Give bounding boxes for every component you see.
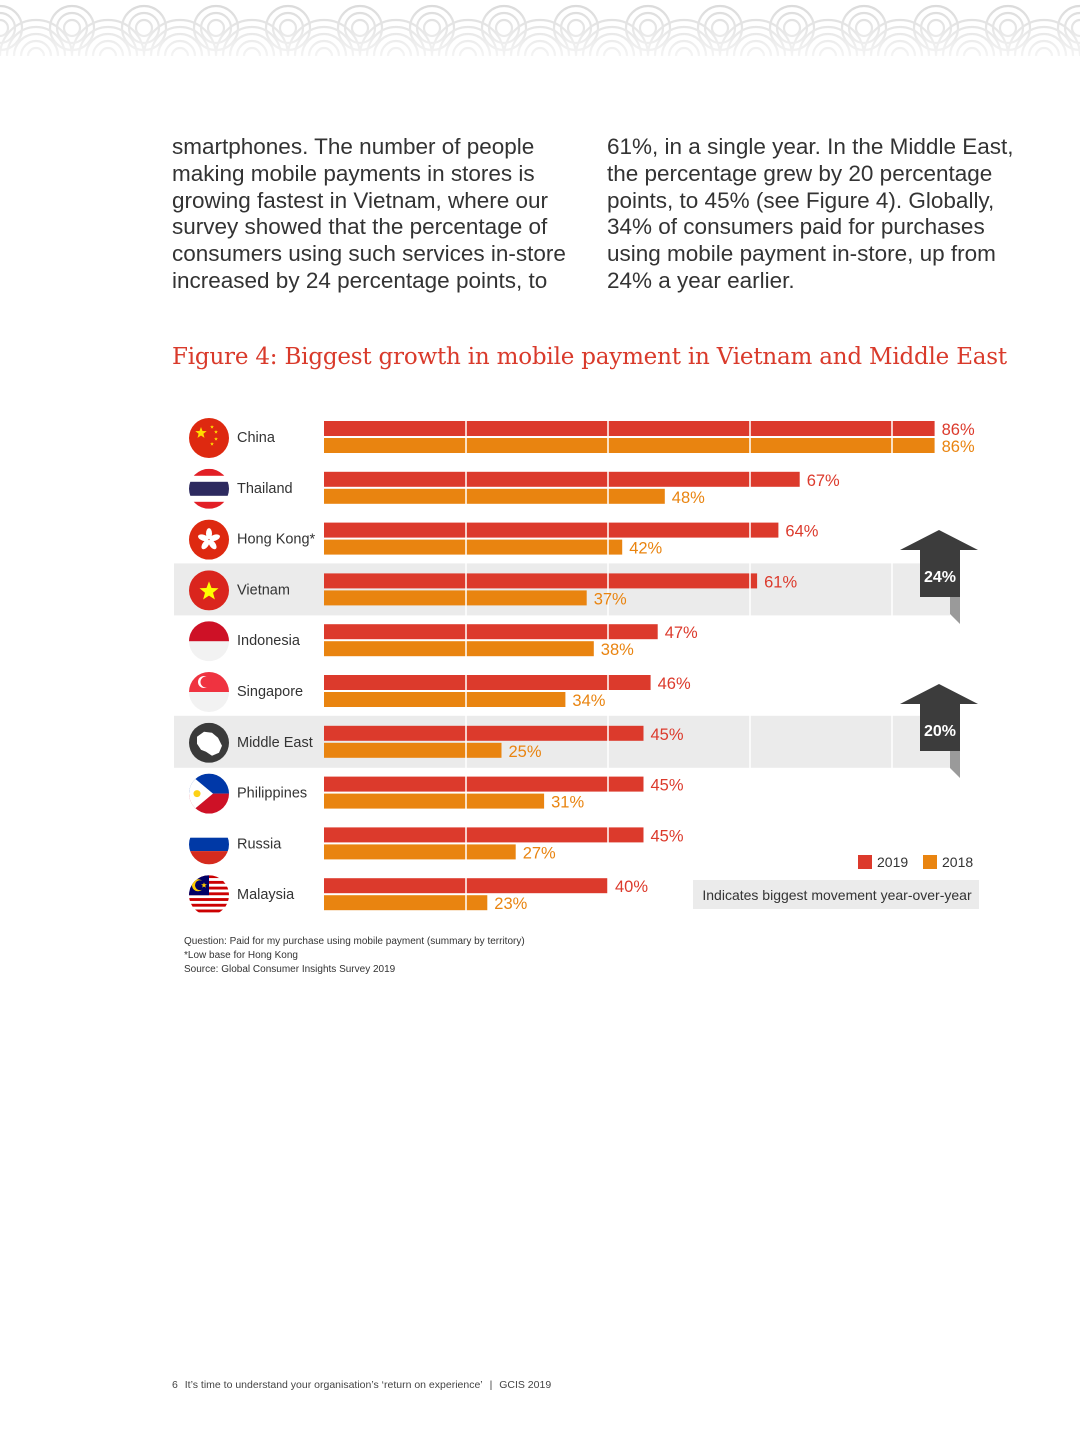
bar-2019 bbox=[324, 624, 658, 640]
body-line: survey showed that the percentage of bbox=[172, 214, 548, 240]
source-note: Source: Global Consumer Insights Survey … bbox=[184, 964, 396, 975]
data-label-2019: 45% bbox=[651, 726, 684, 744]
bar-2018 bbox=[324, 641, 594, 657]
bar-2019 bbox=[324, 522, 779, 538]
bar-2018 bbox=[324, 742, 502, 758]
data-label-2018: 23% bbox=[494, 895, 527, 913]
bar-2019 bbox=[324, 827, 644, 843]
body-line: 24% a year earlier. bbox=[607, 267, 795, 293]
data-label-2018: 25% bbox=[509, 743, 542, 761]
footer-title: It’s time to understand your organisatio… bbox=[184, 1379, 483, 1391]
flag-icon bbox=[189, 722, 229, 763]
data-label-2019: 61% bbox=[764, 573, 797, 591]
body-line: 61%, in a single year. In the Middle Eas… bbox=[607, 134, 1014, 159]
legend-label-2019: 2019 bbox=[877, 854, 908, 870]
category-label: Singapore bbox=[237, 684, 303, 700]
growth-label: 24% bbox=[924, 569, 956, 586]
legend-label-2018: 2018 bbox=[942, 854, 973, 870]
highlight-note-text: Indicates biggest movement year-over-yea… bbox=[702, 887, 972, 903]
bar-2019 bbox=[324, 675, 651, 690]
flag-icon bbox=[189, 672, 229, 712]
data-label-2019: 64% bbox=[785, 523, 818, 541]
category-label: China bbox=[237, 430, 276, 446]
data-label-2019: 45% bbox=[651, 777, 684, 795]
bar-2018 bbox=[324, 438, 935, 453]
flag-icon bbox=[189, 621, 229, 662]
highlight-note-box bbox=[693, 880, 979, 909]
body-line: making mobile payments in stores is bbox=[172, 160, 535, 186]
body-line: using mobile payment in-store, up from bbox=[607, 241, 996, 267]
category-label: Hong Kong* bbox=[237, 532, 316, 548]
flag-icon bbox=[189, 875, 229, 916]
growth-arrow-icon bbox=[900, 530, 978, 597]
flag-icon bbox=[189, 468, 229, 509]
legend-swatch-2019 bbox=[858, 855, 872, 869]
data-label-2019: 46% bbox=[658, 675, 691, 693]
bar-2019 bbox=[324, 573, 758, 589]
bar-2018 bbox=[324, 844, 516, 860]
flag-icon bbox=[189, 824, 229, 865]
data-label-2019: 67% bbox=[807, 472, 840, 490]
flag-icon bbox=[189, 773, 229, 814]
chart-notes: Question: Paid for my purchase using mob… bbox=[184, 935, 525, 977]
body-line: 34% of consumers paid for purchases bbox=[607, 214, 985, 240]
bar-2018 bbox=[324, 895, 488, 911]
growth-label: 20% bbox=[924, 723, 956, 740]
highlight-band bbox=[174, 563, 950, 616]
category-label: Russia bbox=[237, 836, 282, 852]
body-text-right: 61%, in a single year. In the Middle Eas… bbox=[607, 134, 1027, 295]
bar-2018 bbox=[324, 488, 665, 504]
highlight-band bbox=[174, 715, 950, 768]
data-label-2018: 42% bbox=[629, 540, 662, 558]
body-line: growing fastest in Vietnam, where our bbox=[172, 187, 549, 213]
category-label: Thailand bbox=[237, 481, 293, 497]
page-footer: 6 It’s time to understand your organisat… bbox=[172, 1379, 555, 1391]
bar-2019 bbox=[324, 421, 935, 436]
legend-swatch-2018 bbox=[923, 855, 937, 869]
category-label: Vietnam bbox=[237, 582, 290, 598]
bar-2018 bbox=[324, 793, 545, 809]
body-text-left: smartphones. The number of people making… bbox=[172, 134, 582, 295]
footer-separator: | bbox=[489, 1379, 493, 1391]
flag-icon bbox=[189, 570, 229, 611]
category-label: Malaysia bbox=[237, 887, 295, 903]
footnote: *Low base for Hong Kong bbox=[184, 950, 298, 961]
bar-2019 bbox=[324, 471, 800, 487]
data-label-2018: 86% bbox=[942, 438, 975, 456]
data-label-2018: 38% bbox=[601, 641, 634, 659]
data-label-2018: 48% bbox=[672, 489, 705, 507]
figure-title: Figure 4: Biggest growth in mobile payme… bbox=[172, 344, 1007, 370]
page-number: 6 bbox=[172, 1379, 178, 1391]
data-label-2018: 34% bbox=[572, 692, 605, 710]
decorative-wave-pattern bbox=[0, 0, 1080, 56]
category-label: Middle East bbox=[237, 735, 313, 751]
growth-arrow-icon bbox=[900, 684, 978, 751]
bar-2019 bbox=[324, 725, 644, 741]
body-line: increased by 24 percentage points, to bbox=[172, 267, 548, 293]
category-label: Indonesia bbox=[237, 633, 301, 649]
data-label-2018: 27% bbox=[523, 844, 556, 862]
bar-2018 bbox=[324, 692, 566, 707]
footer-report: GCIS 2019 bbox=[499, 1379, 552, 1391]
bar-chart: 86%86% China 67% 48% Thailand 64% 42% Hong Kong… bbox=[174, 418, 979, 916]
flag-icon bbox=[189, 418, 229, 458]
flag-icon bbox=[189, 519, 229, 560]
question-note: Question: Paid for my purchase using mob… bbox=[184, 936, 525, 947]
category-label: Philippines bbox=[237, 786, 307, 802]
data-label-2019: 45% bbox=[651, 827, 684, 845]
data-label-2019: 47% bbox=[665, 624, 698, 642]
bar-2019 bbox=[324, 776, 644, 792]
body-line: consumers using such services in-store bbox=[172, 241, 566, 267]
body-line: smartphones. The number of people bbox=[172, 134, 535, 159]
data-label-2019: 86% bbox=[942, 421, 975, 439]
bar-2018 bbox=[324, 539, 623, 555]
bar-2018 bbox=[324, 590, 587, 606]
data-label-2018: 37% bbox=[594, 590, 627, 608]
body-line: points, to 45% (see Figure 4). Globally, bbox=[607, 187, 995, 213]
data-label-2018: 31% bbox=[551, 794, 584, 812]
data-label-2019: 40% bbox=[615, 878, 648, 896]
body-line: the percentage grew by 20 percentage bbox=[607, 160, 993, 186]
